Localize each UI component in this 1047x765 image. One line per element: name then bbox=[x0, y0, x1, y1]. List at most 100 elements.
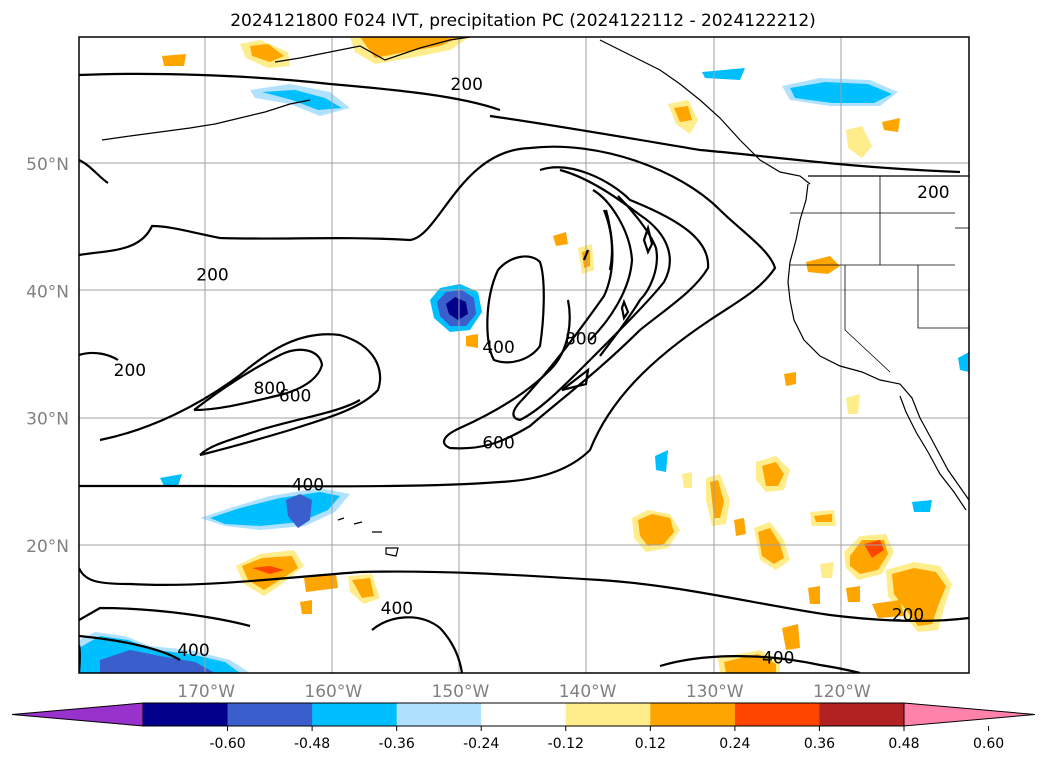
positive-anomaly-area bbox=[882, 118, 900, 132]
colorbar-tick-label: -0.12 bbox=[548, 736, 584, 752]
ivt-contour-200 bbox=[79, 145, 777, 488]
negative-anomaly-area bbox=[100, 650, 215, 673]
lon-tick-label: 140°W bbox=[559, 682, 617, 702]
negative-anomaly-area bbox=[446, 297, 468, 320]
positive-anomaly-area bbox=[682, 472, 692, 488]
positive-anomaly-area bbox=[808, 586, 820, 604]
negative-anomaly-area bbox=[702, 68, 745, 80]
colorbar-tick-label: -0.36 bbox=[379, 736, 415, 752]
ivt-contour-800 bbox=[561, 189, 658, 392]
positive-anomaly-area bbox=[300, 600, 312, 614]
negative-anomaly-area bbox=[958, 352, 969, 372]
lat-tick-label: 50°N bbox=[26, 155, 69, 175]
positive-anomaly-area bbox=[784, 372, 796, 386]
colorbar-extend-high bbox=[903, 702, 1036, 727]
longitude-tick-labels: 170°W 160°W 150°W 140°W 130°W 120°W bbox=[177, 682, 871, 702]
positive-anomaly-area bbox=[814, 514, 832, 522]
negative-anomaly-area bbox=[286, 494, 312, 528]
colorbar-extend-low bbox=[11, 702, 144, 727]
ivt-contour-label: 200 bbox=[917, 183, 949, 203]
ivt-contour-200 bbox=[79, 351, 119, 361]
positive-anomaly-area bbox=[734, 518, 746, 536]
aleutian-islands bbox=[101, 99, 311, 141]
positive-anomaly-area bbox=[252, 566, 284, 574]
colorbar-tick-label: 0.48 bbox=[888, 736, 919, 752]
positive-anomaly-area bbox=[352, 578, 374, 598]
ivt-contour-200 bbox=[79, 158, 109, 184]
lon-tick-label: 130°W bbox=[686, 682, 744, 702]
colorbar-segment bbox=[143, 703, 229, 726]
lat-tick-label: 30°N bbox=[26, 410, 69, 430]
alaska-panhandle-coast bbox=[599, 39, 811, 185]
positive-anomaly-area bbox=[782, 624, 800, 650]
ivt-contour-label: 800 bbox=[565, 329, 597, 349]
alaska-coastline bbox=[274, 37, 471, 63]
colorbar-tick-label: 0.24 bbox=[719, 736, 750, 752]
negative-anomaly-area bbox=[160, 474, 182, 486]
colorbar-segment bbox=[734, 703, 820, 726]
positive-anomaly-area bbox=[846, 586, 860, 602]
ivt-contour-label: 200 bbox=[451, 75, 483, 95]
ivt-contour-label: 600 bbox=[279, 387, 311, 407]
colorbar-segment bbox=[227, 703, 313, 726]
colorbar-tick-label: 0.36 bbox=[804, 736, 835, 752]
ivt-contour-400 bbox=[79, 606, 861, 673]
positive-anomaly-area bbox=[762, 462, 784, 486]
map-frame bbox=[78, 36, 970, 674]
colorbar-outline bbox=[142, 702, 905, 727]
ivt-contour-400 bbox=[99, 166, 710, 457]
colorbar-tick-label: 0.12 bbox=[635, 736, 666, 752]
negative-anomaly-area bbox=[912, 500, 932, 512]
colorbar-tick-label: 0.60 bbox=[973, 736, 1004, 752]
colorbar: -0.60 -0.48 -0.36 -0.24 -0.12 0.12 0.24 0.36 0.4… bbox=[11, 702, 1036, 752]
hawaii-islands bbox=[337, 517, 399, 557]
colorbar-segment bbox=[312, 703, 398, 726]
lat-tick-label: 40°N bbox=[26, 282, 69, 302]
positive-anomaly-area bbox=[162, 54, 186, 66]
latitude-tick-labels: 20°N 30°N 40°N 50°N bbox=[26, 155, 69, 557]
positive-anomaly-area bbox=[846, 394, 860, 414]
ivt-contour-label: 200 bbox=[892, 605, 924, 625]
positive-anomaly-area bbox=[553, 232, 568, 246]
ivt-contour-label: 400 bbox=[762, 649, 794, 669]
positive-anomaly-area bbox=[892, 568, 946, 626]
colorbar-segment bbox=[819, 703, 905, 726]
positive-anomaly-area bbox=[360, 37, 460, 58]
ivt-contour-label: 400 bbox=[482, 338, 514, 358]
ivt-contour-label: 400 bbox=[381, 599, 413, 619]
colorbar-segment bbox=[565, 703, 651, 726]
negative-anomaly-area bbox=[655, 450, 668, 472]
positive-anomaly-area bbox=[846, 126, 872, 158]
state-border bbox=[844, 265, 891, 373]
ivt-contour-label: 200 bbox=[114, 361, 146, 381]
positive-anomaly-area bbox=[674, 106, 692, 122]
ivt-contour-400 bbox=[486, 255, 545, 364]
ivt-contours bbox=[79, 72, 969, 673]
negative-anomaly-area bbox=[262, 90, 342, 110]
colorbar-segment bbox=[481, 703, 567, 726]
ivt-contour-label: 400 bbox=[292, 476, 324, 496]
colorbar-tick-label: -0.24 bbox=[463, 736, 499, 752]
positive-anomaly-area bbox=[466, 334, 478, 348]
colorbar-tick-label: -0.60 bbox=[209, 736, 245, 752]
lon-tick-label: 120°W bbox=[813, 682, 871, 702]
positive-anomaly-area bbox=[758, 528, 784, 564]
ivt-contour-label: 200 bbox=[196, 266, 228, 286]
baja-california-coast bbox=[899, 395, 967, 511]
lon-tick-label: 160°W bbox=[304, 682, 362, 702]
ivt-contour-600 bbox=[193, 168, 671, 422]
ivt-contour-label: 400 bbox=[177, 641, 209, 661]
ivt-contour-200 bbox=[79, 567, 969, 623]
coastlines bbox=[101, 37, 969, 557]
lon-tick-label: 170°W bbox=[177, 682, 235, 702]
positive-anomaly-area bbox=[724, 654, 776, 673]
positive-anomaly-area bbox=[820, 562, 834, 578]
state-border bbox=[917, 265, 969, 329]
colorbar-segment bbox=[396, 703, 482, 726]
colorbar-segment bbox=[650, 703, 736, 726]
ivt-contour-400 bbox=[199, 399, 361, 456]
lat-tick-label: 20°N bbox=[26, 537, 69, 557]
